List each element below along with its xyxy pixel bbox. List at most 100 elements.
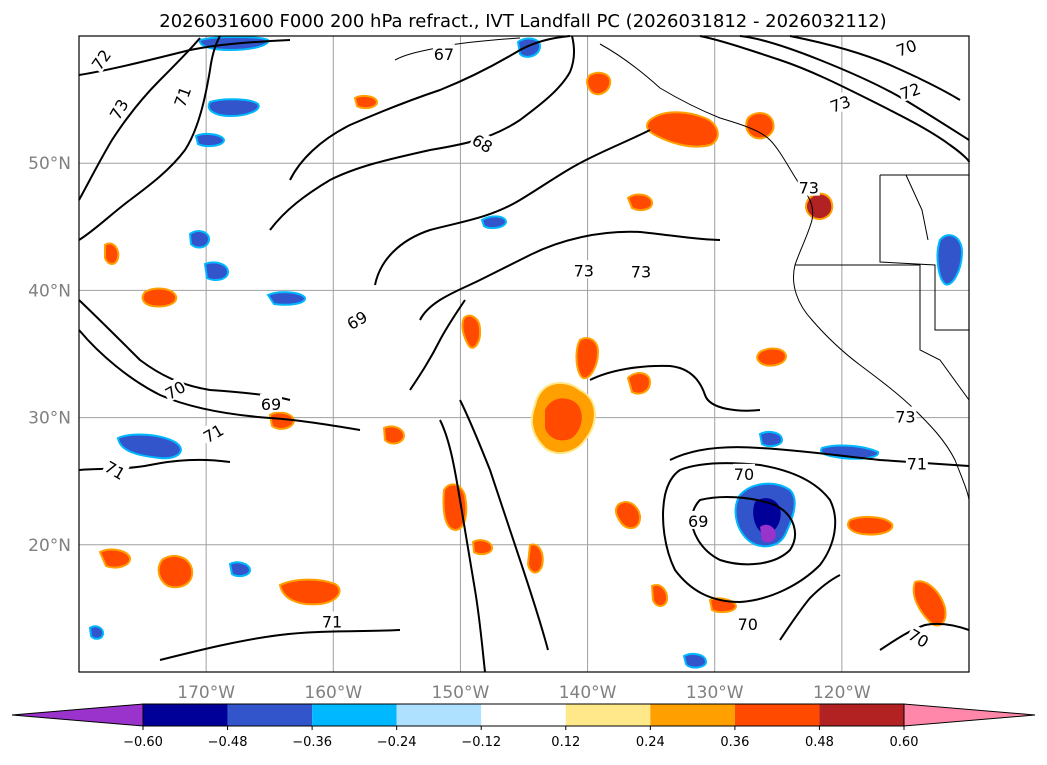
anomaly-region bbox=[526, 543, 544, 574]
contour-line bbox=[662, 462, 837, 604]
contour-label-bg bbox=[169, 82, 194, 110]
colorbar-tick-label: 0.12 bbox=[551, 735, 580, 750]
contour-label-group: 69 bbox=[259, 393, 282, 414]
contour-label-bg bbox=[905, 623, 934, 651]
contour-line bbox=[374, 129, 651, 286]
colorbar-max-arrow bbox=[903, 703, 1036, 727]
anomaly-region bbox=[116, 433, 182, 460]
contour-line bbox=[879, 622, 970, 651]
contour-label-bg bbox=[892, 34, 920, 60]
anomaly-region bbox=[141, 287, 178, 308]
contour-label-bg bbox=[826, 90, 854, 116]
contour-label: 73 bbox=[799, 179, 819, 198]
anomaly-region bbox=[188, 230, 211, 249]
anomaly-region bbox=[98, 548, 131, 569]
anomaly-region bbox=[228, 561, 252, 578]
anomaly-region bbox=[104, 242, 120, 265]
contour-label: 71 bbox=[907, 455, 927, 474]
anomaly-region bbox=[157, 554, 194, 589]
colorbar-tick-label: 0.48 bbox=[805, 735, 834, 750]
colorbar-segment bbox=[481, 704, 566, 726]
colorbar-segment bbox=[143, 704, 228, 726]
contour-label-group: 70 bbox=[736, 613, 759, 634]
contour-label: 69 bbox=[688, 512, 708, 531]
contour-line bbox=[739, 35, 970, 141]
latitude-label: 50°N bbox=[28, 154, 71, 174]
contour-label-bg bbox=[905, 453, 928, 472]
refractivity-contours bbox=[78, 35, 970, 673]
contour-line bbox=[78, 329, 361, 431]
contour-label-group: 71 bbox=[905, 453, 928, 474]
contour-label-bg bbox=[432, 44, 455, 63]
contour-label-bg bbox=[629, 261, 652, 280]
contour-label: 73 bbox=[895, 408, 915, 427]
colorbar-segment bbox=[227, 704, 313, 726]
contour-label: 71 bbox=[322, 612, 342, 631]
anomaly-region bbox=[194, 132, 226, 148]
contour-label-bg bbox=[321, 611, 344, 630]
latitude-labels: 50°N 40°N 30°N 20°N bbox=[28, 154, 71, 556]
longitude-label: 150°W bbox=[432, 683, 490, 703]
colorbar-tick-label: −0.36 bbox=[292, 735, 332, 750]
latitude-label: 20°N bbox=[28, 536, 71, 556]
anomaly-region bbox=[682, 653, 708, 669]
coastlines bbox=[394, 37, 970, 501]
anomaly-region bbox=[88, 625, 105, 640]
anomaly-region bbox=[353, 94, 379, 110]
anomaly-region bbox=[575, 337, 600, 380]
colorbar-segment bbox=[650, 704, 735, 726]
contour-line bbox=[78, 37, 201, 201]
contour-line bbox=[789, 35, 961, 101]
colorbar-tick-label: 0.24 bbox=[636, 735, 665, 750]
colorbar-frame bbox=[142, 703, 905, 727]
anomaly-region bbox=[626, 372, 652, 395]
colorbar-tick-label: −0.48 bbox=[208, 735, 248, 750]
colorbar-segment bbox=[312, 704, 397, 726]
contour-label: 73 bbox=[574, 261, 594, 280]
contour-label-bg bbox=[896, 77, 924, 103]
contour-label-bg bbox=[572, 260, 595, 279]
anomaly-region bbox=[461, 314, 482, 349]
contour-label-bg bbox=[736, 613, 759, 632]
map-frame bbox=[78, 35, 970, 673]
map-background bbox=[79, 36, 969, 672]
contour-line bbox=[459, 399, 549, 651]
contour-line bbox=[289, 35, 571, 181]
contour-line bbox=[409, 299, 466, 391]
contour-label: 73 bbox=[631, 263, 651, 282]
contour-label: 69 bbox=[261, 395, 281, 414]
border bbox=[879, 175, 969, 331]
latitude-label: 30°N bbox=[28, 409, 71, 429]
anomaly-region bbox=[847, 515, 894, 536]
anomaly-region bbox=[442, 483, 468, 532]
contour-label-bg bbox=[259, 393, 282, 412]
contour-line bbox=[589, 364, 761, 412]
longitude-label: 140°W bbox=[559, 683, 617, 703]
contour-label-bg bbox=[732, 463, 755, 482]
contour-label-bg bbox=[160, 375, 189, 403]
anomaly-region bbox=[758, 431, 784, 448]
anomaly-region bbox=[382, 425, 406, 445]
contour-line bbox=[699, 35, 970, 163]
border bbox=[905, 174, 929, 241]
anomaly-region bbox=[471, 539, 494, 556]
contour-label-bg bbox=[687, 510, 710, 529]
figure-title: 2026031600 F000 200 hPa refract., IVT La… bbox=[159, 11, 886, 32]
anomaly-region bbox=[266, 291, 306, 306]
anomaly-region bbox=[756, 347, 788, 367]
contour-line bbox=[439, 419, 486, 673]
border bbox=[795, 264, 970, 401]
longitude-label: 170°W bbox=[177, 683, 235, 703]
longitude-label: 120°W bbox=[813, 683, 871, 703]
longitude-labels: 170°W 160°W 150°W 140°W 130°W 120°W bbox=[177, 683, 871, 703]
anomaly-region bbox=[480, 215, 508, 230]
contour-label-bg bbox=[198, 419, 227, 446]
longitude-label: 160°W bbox=[304, 683, 362, 703]
anomaly-region bbox=[650, 584, 669, 607]
anomaly-region bbox=[753, 498, 781, 534]
contour-label-bg bbox=[797, 177, 820, 196]
contour-label-group: 67 bbox=[432, 44, 455, 64]
colorbar-segment bbox=[565, 704, 651, 726]
